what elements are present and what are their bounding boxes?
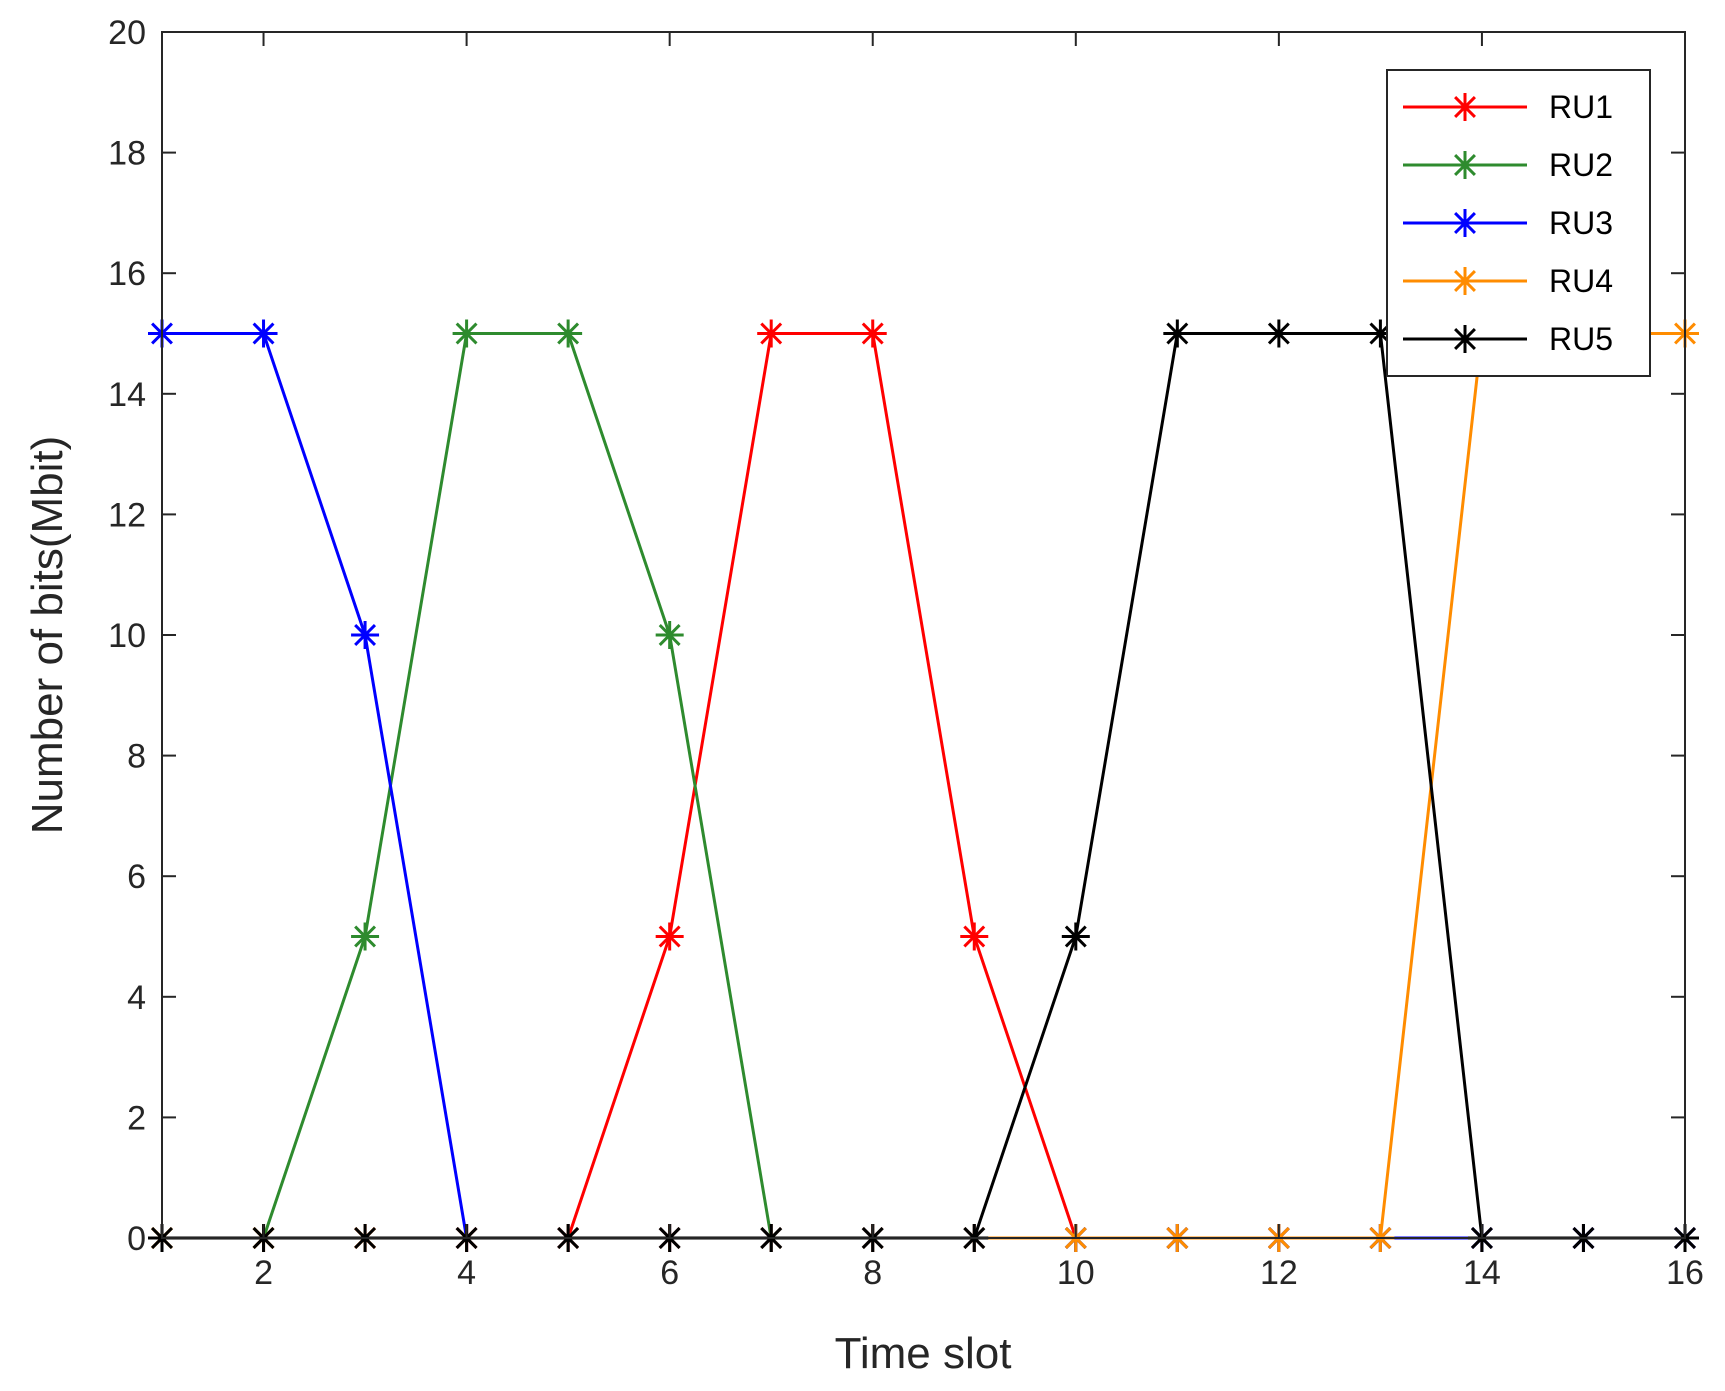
y-tick-label-12: 12 bbox=[108, 496, 146, 534]
legend-label-ru4: RU4 bbox=[1549, 263, 1613, 299]
x-tick-label-10: 10 bbox=[1057, 1254, 1095, 1292]
y-tick-label-0: 0 bbox=[127, 1220, 146, 1258]
y-tick-label-18: 18 bbox=[108, 135, 146, 173]
marker-ru5-11 bbox=[1163, 319, 1192, 348]
marker-ru1-8 bbox=[858, 319, 887, 348]
x-tick-label-8: 8 bbox=[863, 1254, 882, 1292]
x-tick-label-6: 6 bbox=[660, 1254, 679, 1292]
legend-marker-ru3 bbox=[1451, 209, 1479, 237]
legend-label-ru2: RU2 bbox=[1549, 147, 1613, 183]
marker-ru3-2 bbox=[249, 319, 278, 348]
x-tick-label-2: 2 bbox=[254, 1254, 273, 1292]
marker-ru2-3 bbox=[351, 922, 380, 951]
y-tick-label-16: 16 bbox=[108, 255, 146, 293]
y-tick-label-4: 4 bbox=[127, 979, 146, 1017]
marker-ru2-4 bbox=[452, 319, 481, 348]
y-tick-label-14: 14 bbox=[108, 376, 146, 414]
marker-ru5-12 bbox=[1264, 319, 1293, 348]
y-tick-label-10: 10 bbox=[108, 617, 146, 655]
marker-ru2-5 bbox=[554, 319, 583, 348]
marker-ru1-7 bbox=[757, 319, 786, 348]
legend-marker-ru4 bbox=[1451, 267, 1479, 295]
legend-marker-ru1 bbox=[1451, 93, 1479, 121]
x-tick-label-16: 16 bbox=[1666, 1254, 1704, 1292]
legend-marker-ru2 bbox=[1451, 151, 1479, 179]
x-tick-label-14: 14 bbox=[1463, 1254, 1501, 1292]
marker-ru2-6 bbox=[655, 621, 684, 649]
legend-marker-ru5 bbox=[1451, 325, 1479, 353]
marker-ru1-9 bbox=[960, 922, 989, 951]
y-tick-label-6: 6 bbox=[127, 858, 146, 896]
y-tick-label-20: 20 bbox=[108, 14, 146, 52]
axes-layer: 2 4 6 8 10 12 14 16 0 2 4 6 8 10 12 14 16 18 20 bbox=[108, 14, 1704, 1292]
y-tick-label-8: 8 bbox=[127, 738, 146, 776]
legend-label-ru1: RU1 bbox=[1549, 89, 1613, 125]
x-axis-label: Time slot bbox=[835, 1329, 1012, 1378]
marker-ru5-13 bbox=[1366, 319, 1395, 348]
x-tick-label-12: 12 bbox=[1260, 1254, 1298, 1292]
y-tick-label-2: 2 bbox=[127, 1099, 146, 1137]
marker-ru3-3 bbox=[351, 621, 380, 649]
x-tick-label-4: 4 bbox=[457, 1254, 476, 1292]
marker-ru1-6 bbox=[655, 922, 684, 951]
y-axis-label: Number of bits(Mbit) bbox=[23, 436, 72, 835]
legend-label-ru5: RU5 bbox=[1549, 321, 1613, 357]
legend: RU1 RU2 RU3 RU4 RU5 bbox=[1386, 69, 1651, 377]
legend-label-ru3: RU3 bbox=[1549, 205, 1613, 241]
marker-ru5-10 bbox=[1061, 922, 1090, 951]
